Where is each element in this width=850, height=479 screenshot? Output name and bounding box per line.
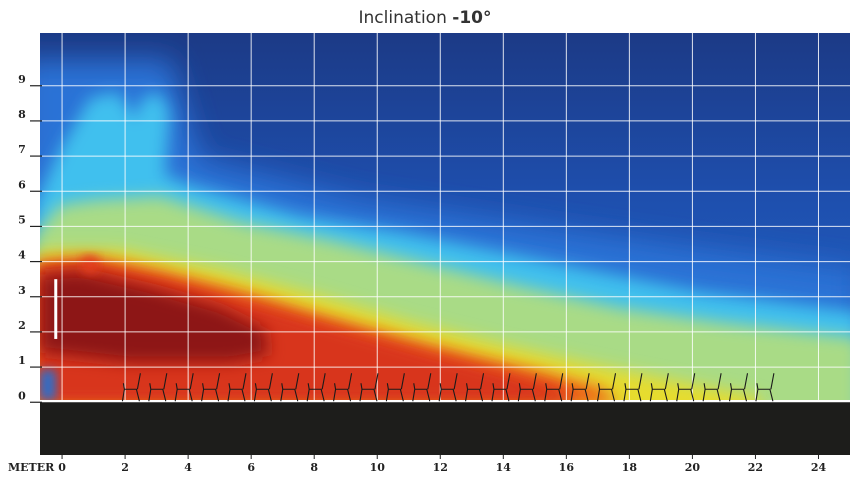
chart-title-value: -10° bbox=[452, 8, 492, 28]
chair bbox=[728, 373, 749, 402]
chair bbox=[491, 373, 511, 402]
x-tick-label: 12 bbox=[433, 461, 448, 474]
chair bbox=[333, 373, 353, 402]
y-tick-label: 6 bbox=[18, 178, 26, 191]
x-tick-label: 8 bbox=[310, 461, 318, 474]
chair bbox=[676, 373, 696, 402]
x-axis-ticks: 0 2 4 6 8 10 12 14 16 18 20 22 24 bbox=[58, 455, 826, 474]
chairs bbox=[121, 373, 775, 402]
chair bbox=[306, 373, 326, 402]
chair bbox=[253, 373, 273, 402]
field-band-dark-red bbox=[40, 272, 268, 362]
chair bbox=[359, 373, 379, 402]
y-tick-label: 9 bbox=[18, 73, 26, 86]
y-axis-ticks: 0 1 2 3 4 5 6 7 8 9 bbox=[18, 73, 42, 403]
chair bbox=[465, 373, 485, 402]
chair bbox=[201, 373, 221, 402]
chair bbox=[385, 373, 405, 402]
x-tick-label: 24 bbox=[811, 461, 827, 474]
x-tick-label: 20 bbox=[685, 461, 701, 474]
chair bbox=[623, 373, 643, 402]
chair bbox=[544, 373, 564, 402]
y-tick-label: 4 bbox=[18, 249, 26, 262]
chair bbox=[280, 373, 300, 402]
source-marker bbox=[54, 279, 58, 339]
y-tick-label: 5 bbox=[18, 213, 26, 226]
chair bbox=[570, 373, 590, 402]
chair bbox=[438, 373, 458, 402]
x-axis-label: METER bbox=[8, 461, 55, 474]
x-tick-label: 16 bbox=[559, 461, 575, 474]
x-tick-label: 18 bbox=[622, 461, 638, 474]
x-tick-label: 10 bbox=[370, 461, 386, 474]
field-hotspot bbox=[81, 256, 99, 274]
chair bbox=[755, 373, 775, 402]
y-tick-label: 2 bbox=[18, 319, 26, 332]
x-tick-label: 4 bbox=[184, 461, 192, 474]
y-tick-label: 1 bbox=[18, 354, 26, 367]
x-tick-label: 2 bbox=[121, 461, 129, 474]
field-left-edge bbox=[40, 370, 56, 400]
grid bbox=[40, 33, 850, 455]
chart-title-prefix: Inclination bbox=[358, 8, 453, 28]
y-tick-label: 0 bbox=[18, 389, 26, 402]
y-tick-label: 7 bbox=[18, 143, 26, 156]
y-tick-label: 3 bbox=[18, 284, 26, 297]
x-tick-label: 0 bbox=[58, 461, 66, 474]
chart-title: Inclination -10° bbox=[0, 8, 850, 28]
chair bbox=[412, 373, 432, 402]
floor bbox=[40, 402, 850, 455]
y-tick-label: 8 bbox=[18, 108, 26, 121]
chair bbox=[702, 373, 722, 402]
chair bbox=[148, 373, 168, 402]
x-tick-label: 22 bbox=[748, 461, 763, 474]
chair bbox=[596, 373, 617, 402]
x-tick-label: 14 bbox=[496, 461, 512, 474]
chair bbox=[517, 373, 537, 402]
x-tick-label: 6 bbox=[247, 461, 255, 474]
chair bbox=[649, 373, 669, 402]
chair bbox=[227, 373, 247, 402]
chair bbox=[121, 373, 141, 402]
chair bbox=[174, 373, 194, 402]
